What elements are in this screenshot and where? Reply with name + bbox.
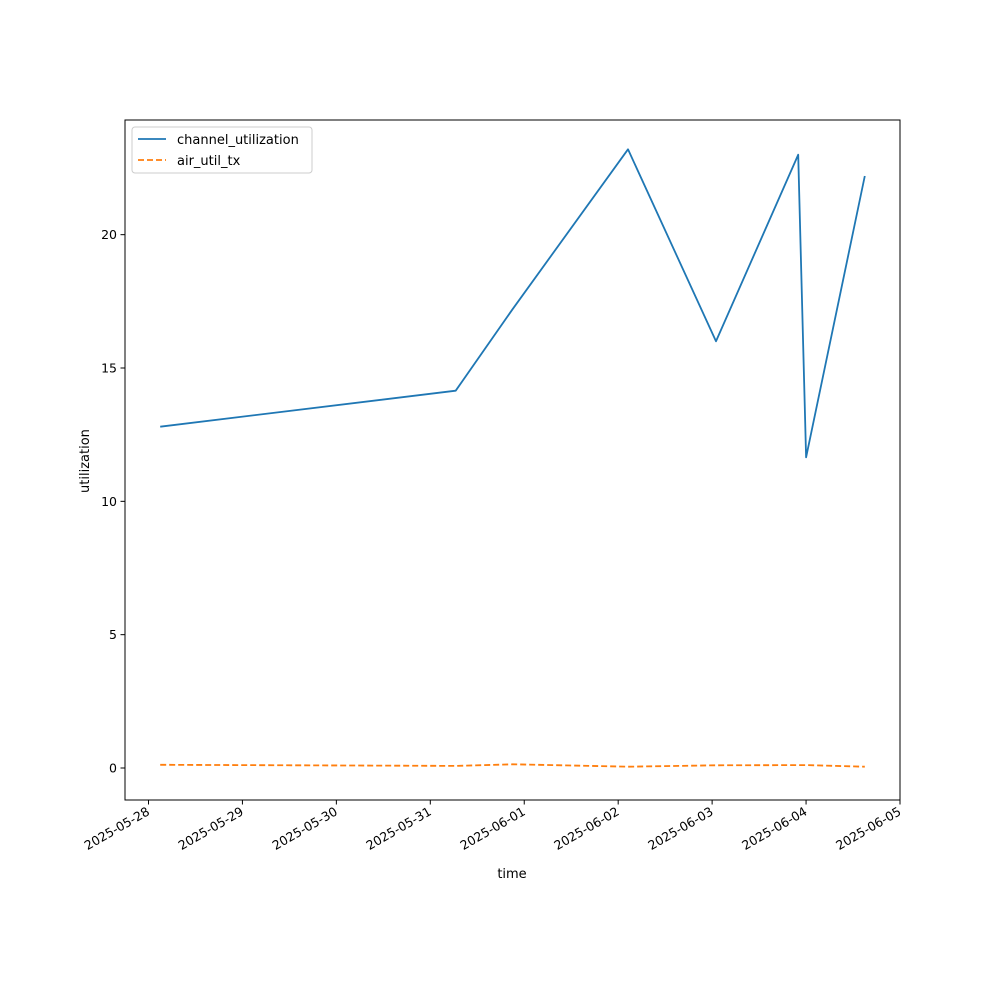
series-line-air-util-tx	[160, 763, 865, 768]
x-axis-label: time	[497, 867, 526, 882]
legend-frame	[131, 126, 313, 174]
plot-area-frame	[124, 119, 901, 801]
legend-label-channel-utilization: channel_utilization	[177, 133, 299, 148]
y-tick-label: 15	[101, 361, 117, 376]
y-axis-ticks: 0 5 10 15 20	[101, 227, 125, 776]
y-tick-label: 0	[109, 761, 117, 776]
y-tick-label: 20	[101, 227, 117, 242]
y-axis-label: utilization	[78, 429, 93, 493]
y-tick-label: 10	[101, 494, 117, 509]
legend-label-air-util-tx: air_util_tx	[177, 154, 241, 169]
series-line-channel-utilization	[160, 148, 866, 459]
series-layer	[160, 148, 866, 768]
legend: channel_utilization air_util_tx	[131, 126, 313, 174]
y-tick-label: 5	[109, 627, 117, 642]
